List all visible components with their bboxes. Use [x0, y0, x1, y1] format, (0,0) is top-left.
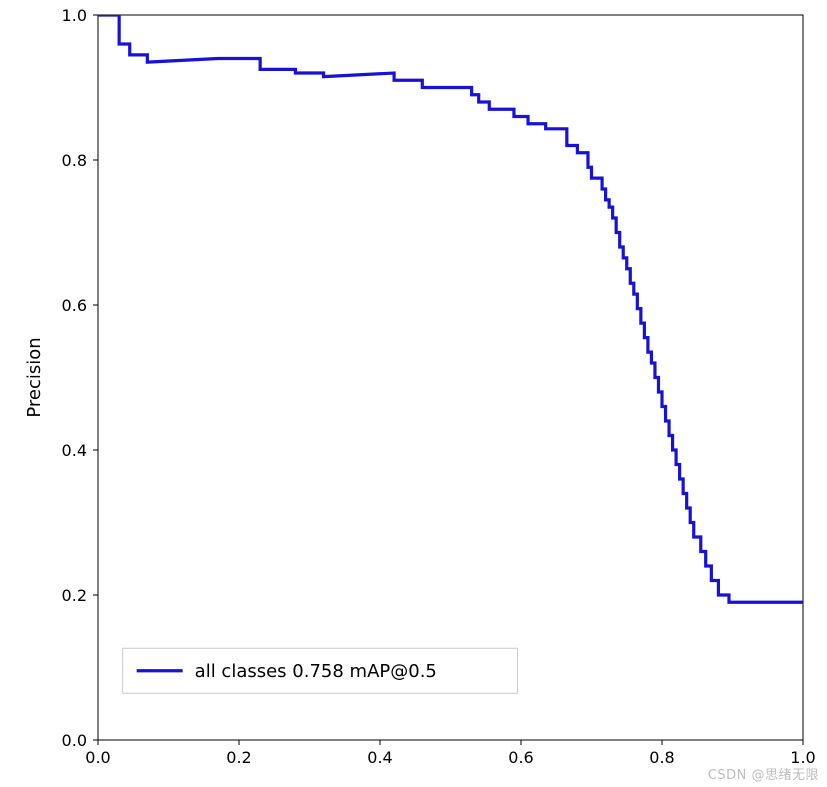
- x-tick-label: 0.0: [85, 748, 110, 767]
- y-tick-label: 0.6: [62, 296, 87, 315]
- y-axis-label: Precision: [24, 337, 45, 417]
- legend-label: all classes 0.758 mAP@0.5: [195, 661, 437, 682]
- chart-svg: 0.0 0.2 0.4 0.6 0.8 1.0 0.0 0.2 0.4 0.6 0.8 1.0 Prec…: [0, 0, 827, 787]
- y-tick-label: 0.0: [62, 731, 87, 750]
- y-tick-label: 1.0: [62, 6, 87, 25]
- y-tick-label: 0.2: [62, 586, 87, 605]
- x-tick-label: 0.8: [649, 748, 674, 767]
- legend: all classes 0.758 mAP@0.5: [123, 648, 518, 693]
- x-tick-label: 1.0: [790, 748, 815, 767]
- y-tick-label: 0.8: [62, 151, 87, 170]
- y-tick-label: 0.4: [62, 441, 87, 460]
- x-tick-label: 0.4: [367, 748, 392, 767]
- x-tick-label: 0.6: [508, 748, 533, 767]
- x-tick-label: 0.2: [226, 748, 251, 767]
- pr-chart: 0.0 0.2 0.4 0.6 0.8 1.0 0.0 0.2 0.4 0.6 0.8 1.0 Prec…: [0, 0, 827, 787]
